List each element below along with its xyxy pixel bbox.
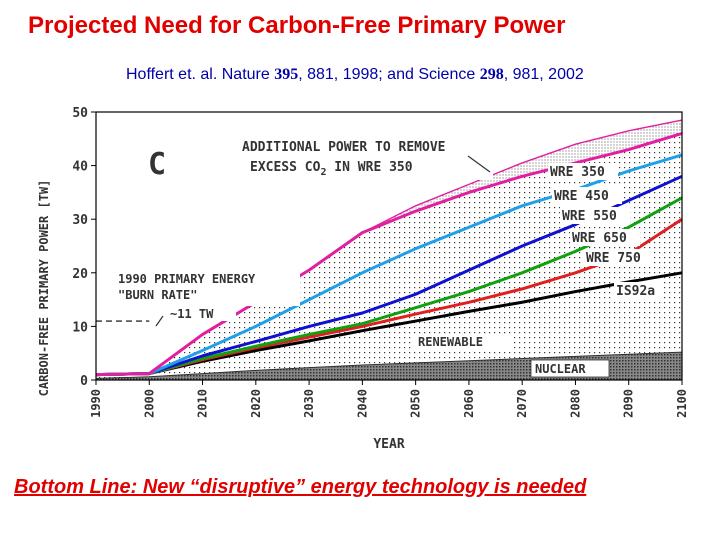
wre450-label: WRE 450 xyxy=(554,189,609,204)
y-tick-label-0: 0 xyxy=(80,374,88,389)
burn-rate-callout-bg xyxy=(114,268,300,306)
x-tick-label-2060: 2060 xyxy=(462,389,476,418)
excess-co2-callout: ADDITIONAL POWER TO REMOVE EXCESS CO2 IN… xyxy=(238,132,493,180)
wre750-label: WRE 750 xyxy=(586,251,641,266)
y-tick-label-20: 20 xyxy=(72,267,88,282)
is92a-label-bg xyxy=(614,282,662,299)
burn-rate-callout: 1990 PRIMARY ENERGY "BURN RATE" ~11 TW xyxy=(114,268,300,327)
citation-prefix: Hoffert et. al. Nature xyxy=(126,66,275,83)
citation-suffix: , 981, 2002 xyxy=(503,66,584,83)
burn-rate-value-label: ~11 TW xyxy=(170,307,214,321)
burn-rate-value-bg xyxy=(166,305,236,321)
x-tick-label-2020: 2020 xyxy=(249,389,263,418)
series-line-wre-450 xyxy=(95,153,683,377)
x-tick-label-2100: 2100 xyxy=(675,389,688,418)
x-axis-label: YEAR xyxy=(373,437,404,452)
x-tick-label-1990: 1990 xyxy=(89,389,103,418)
series-line-nuclear xyxy=(95,351,683,379)
wre650-label: WRE 650 xyxy=(572,231,627,246)
burn-rate-leader-line xyxy=(155,315,164,327)
renewable-label-bg xyxy=(414,334,514,350)
x-tick-label-2000: 2000 xyxy=(142,389,156,418)
excess-co2-leader-line xyxy=(467,155,491,173)
wre650-label-bg xyxy=(570,229,640,246)
excess-co2-label-b: IN WRE 350 xyxy=(326,160,412,175)
is92a-label: IS92a xyxy=(616,284,655,299)
series-line-wre-650 xyxy=(95,196,683,377)
excess-co2-label-line1: ADDITIONAL POWER TO REMOVE xyxy=(242,140,446,155)
burn-rate-label-line1: 1990 PRIMARY ENERGY xyxy=(118,272,256,286)
excess-co2-label-line2: EXCESS CO2 IN WRE 350 xyxy=(250,160,413,178)
area-renewable xyxy=(96,133,682,379)
y-axis-label: CARBON-FREE PRIMARY POWER [TW] xyxy=(37,180,51,397)
y-tick-label-30: 30 xyxy=(72,213,88,228)
excess-co2-label-a: EXCESS CO xyxy=(250,160,321,175)
series-line-excess-co2-boundary xyxy=(95,119,683,376)
carbon-free-power-chart: 1990 2000 2010 2020 2030 2040 2050 2060 2070 2080… xyxy=(37,106,688,452)
x-tick-label-2040: 2040 xyxy=(355,389,369,418)
citation-volume-science: 298 xyxy=(479,66,504,83)
panel-label: C xyxy=(148,147,166,182)
wre750-label-bg xyxy=(584,249,654,266)
nuclear-label: NUCLEAR xyxy=(535,362,586,376)
wre350-label-bg xyxy=(548,163,618,180)
axis-ticks-layer: 1990 2000 2010 2020 2030 2040 2050 2060 2070 2080… xyxy=(72,106,688,418)
x-tick-label-2090: 2090 xyxy=(622,389,636,418)
citation-middle: , 881, 1998; and Science xyxy=(298,66,480,83)
citation-volume-nature: 395 xyxy=(274,66,299,83)
wre550-label-bg xyxy=(560,207,630,224)
area-excess-co2 xyxy=(96,120,682,375)
plot-frame xyxy=(95,111,683,381)
x-tick-label-2080: 2080 xyxy=(568,389,582,418)
burn-rate-label-line2: "BURN RATE" xyxy=(118,288,197,302)
renewable-label: RENEWABLE xyxy=(418,335,483,349)
x-tick-label-2030: 2030 xyxy=(302,389,316,418)
x-tick-label-2050: 2050 xyxy=(409,389,423,418)
y-tick-label-40: 40 xyxy=(72,160,88,175)
x-tick-label-2010: 2010 xyxy=(196,389,210,418)
slide-title: Projected Need for Carbon-Free Primary P… xyxy=(28,12,566,39)
series-labels: WRE 350 WRE 450 WRE 550 WRE 650 WRE 750 … xyxy=(548,163,662,299)
series-line-layer xyxy=(95,119,683,379)
x-tick-label-2070: 2070 xyxy=(515,389,529,418)
y-tick-label-50: 50 xyxy=(72,106,88,121)
citation: Hoffert et. al. Nature 395, 881, 1998; a… xyxy=(126,66,584,84)
nuclear-label-bg xyxy=(530,359,610,378)
bottom-line-statement: Bottom Line: New “disruptive” energy tec… xyxy=(14,476,587,498)
excess-co2-label-sub: 2 xyxy=(320,167,326,178)
wre450-label-bg xyxy=(552,187,622,204)
excess-co2-callout-bg xyxy=(238,132,493,180)
wre550-label: WRE 550 xyxy=(562,209,617,224)
y-tick-label-10: 10 xyxy=(72,320,88,335)
wre350-label: WRE 350 xyxy=(550,165,605,180)
